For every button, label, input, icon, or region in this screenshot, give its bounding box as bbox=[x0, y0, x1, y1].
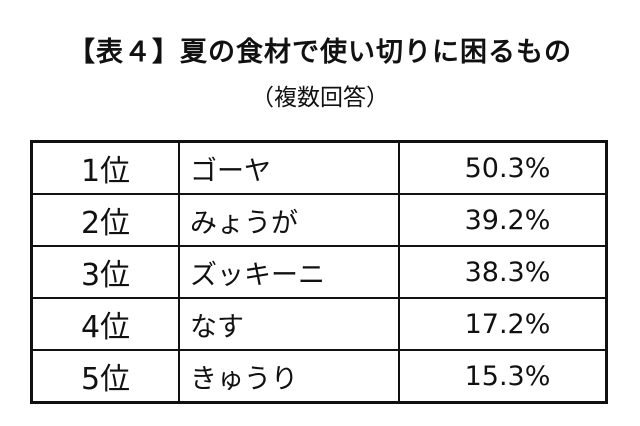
rank-cell: 3位 bbox=[30, 245, 180, 299]
rank-cell: 1位 bbox=[30, 140, 180, 195]
table-row: 1位 ゴーヤ 50.3% bbox=[30, 140, 608, 195]
table-body: 1位 ゴーヤ 50.3% 2位 みょうが 39.2% 3位 ズッキーニ 38.3% 4位 なす 17.… bbox=[30, 140, 608, 404]
pct-cell: 38.3% bbox=[398, 245, 608, 299]
pct-cell: 50.3% bbox=[398, 140, 608, 195]
item-cell: なす bbox=[178, 297, 400, 351]
title: 【表４】夏の食材で使い切りに困るもの bbox=[68, 37, 572, 68]
subtitle: （複数回答） bbox=[251, 85, 389, 111]
rank-cell: 4位 bbox=[30, 297, 180, 351]
rank-cell: 2位 bbox=[30, 193, 180, 247]
pct-cell: 39.2% bbox=[398, 193, 608, 247]
pct-cell: 15.3% bbox=[398, 349, 608, 404]
item-cell: ズッキーニ bbox=[178, 245, 400, 299]
table-row: 2位 みょうが 39.2% bbox=[30, 193, 608, 247]
ranking-table: 1位 ゴーヤ 50.3% 2位 みょうが 39.2% 3位 ズッキーニ 38.3% 4位 なす 17.… bbox=[30, 140, 608, 404]
item-cell: きゅうり bbox=[178, 349, 400, 404]
item-cell: みょうが bbox=[178, 193, 400, 247]
pct-cell: 17.2% bbox=[398, 297, 608, 351]
table-row: 3位 ズッキーニ 38.3% bbox=[30, 245, 608, 299]
rank-cell: 5位 bbox=[30, 349, 180, 404]
table-row: 4位 なす 17.2% bbox=[30, 297, 608, 351]
table-row: 5位 きゅうり 15.3% bbox=[30, 349, 608, 404]
item-cell: ゴーヤ bbox=[178, 140, 400, 195]
